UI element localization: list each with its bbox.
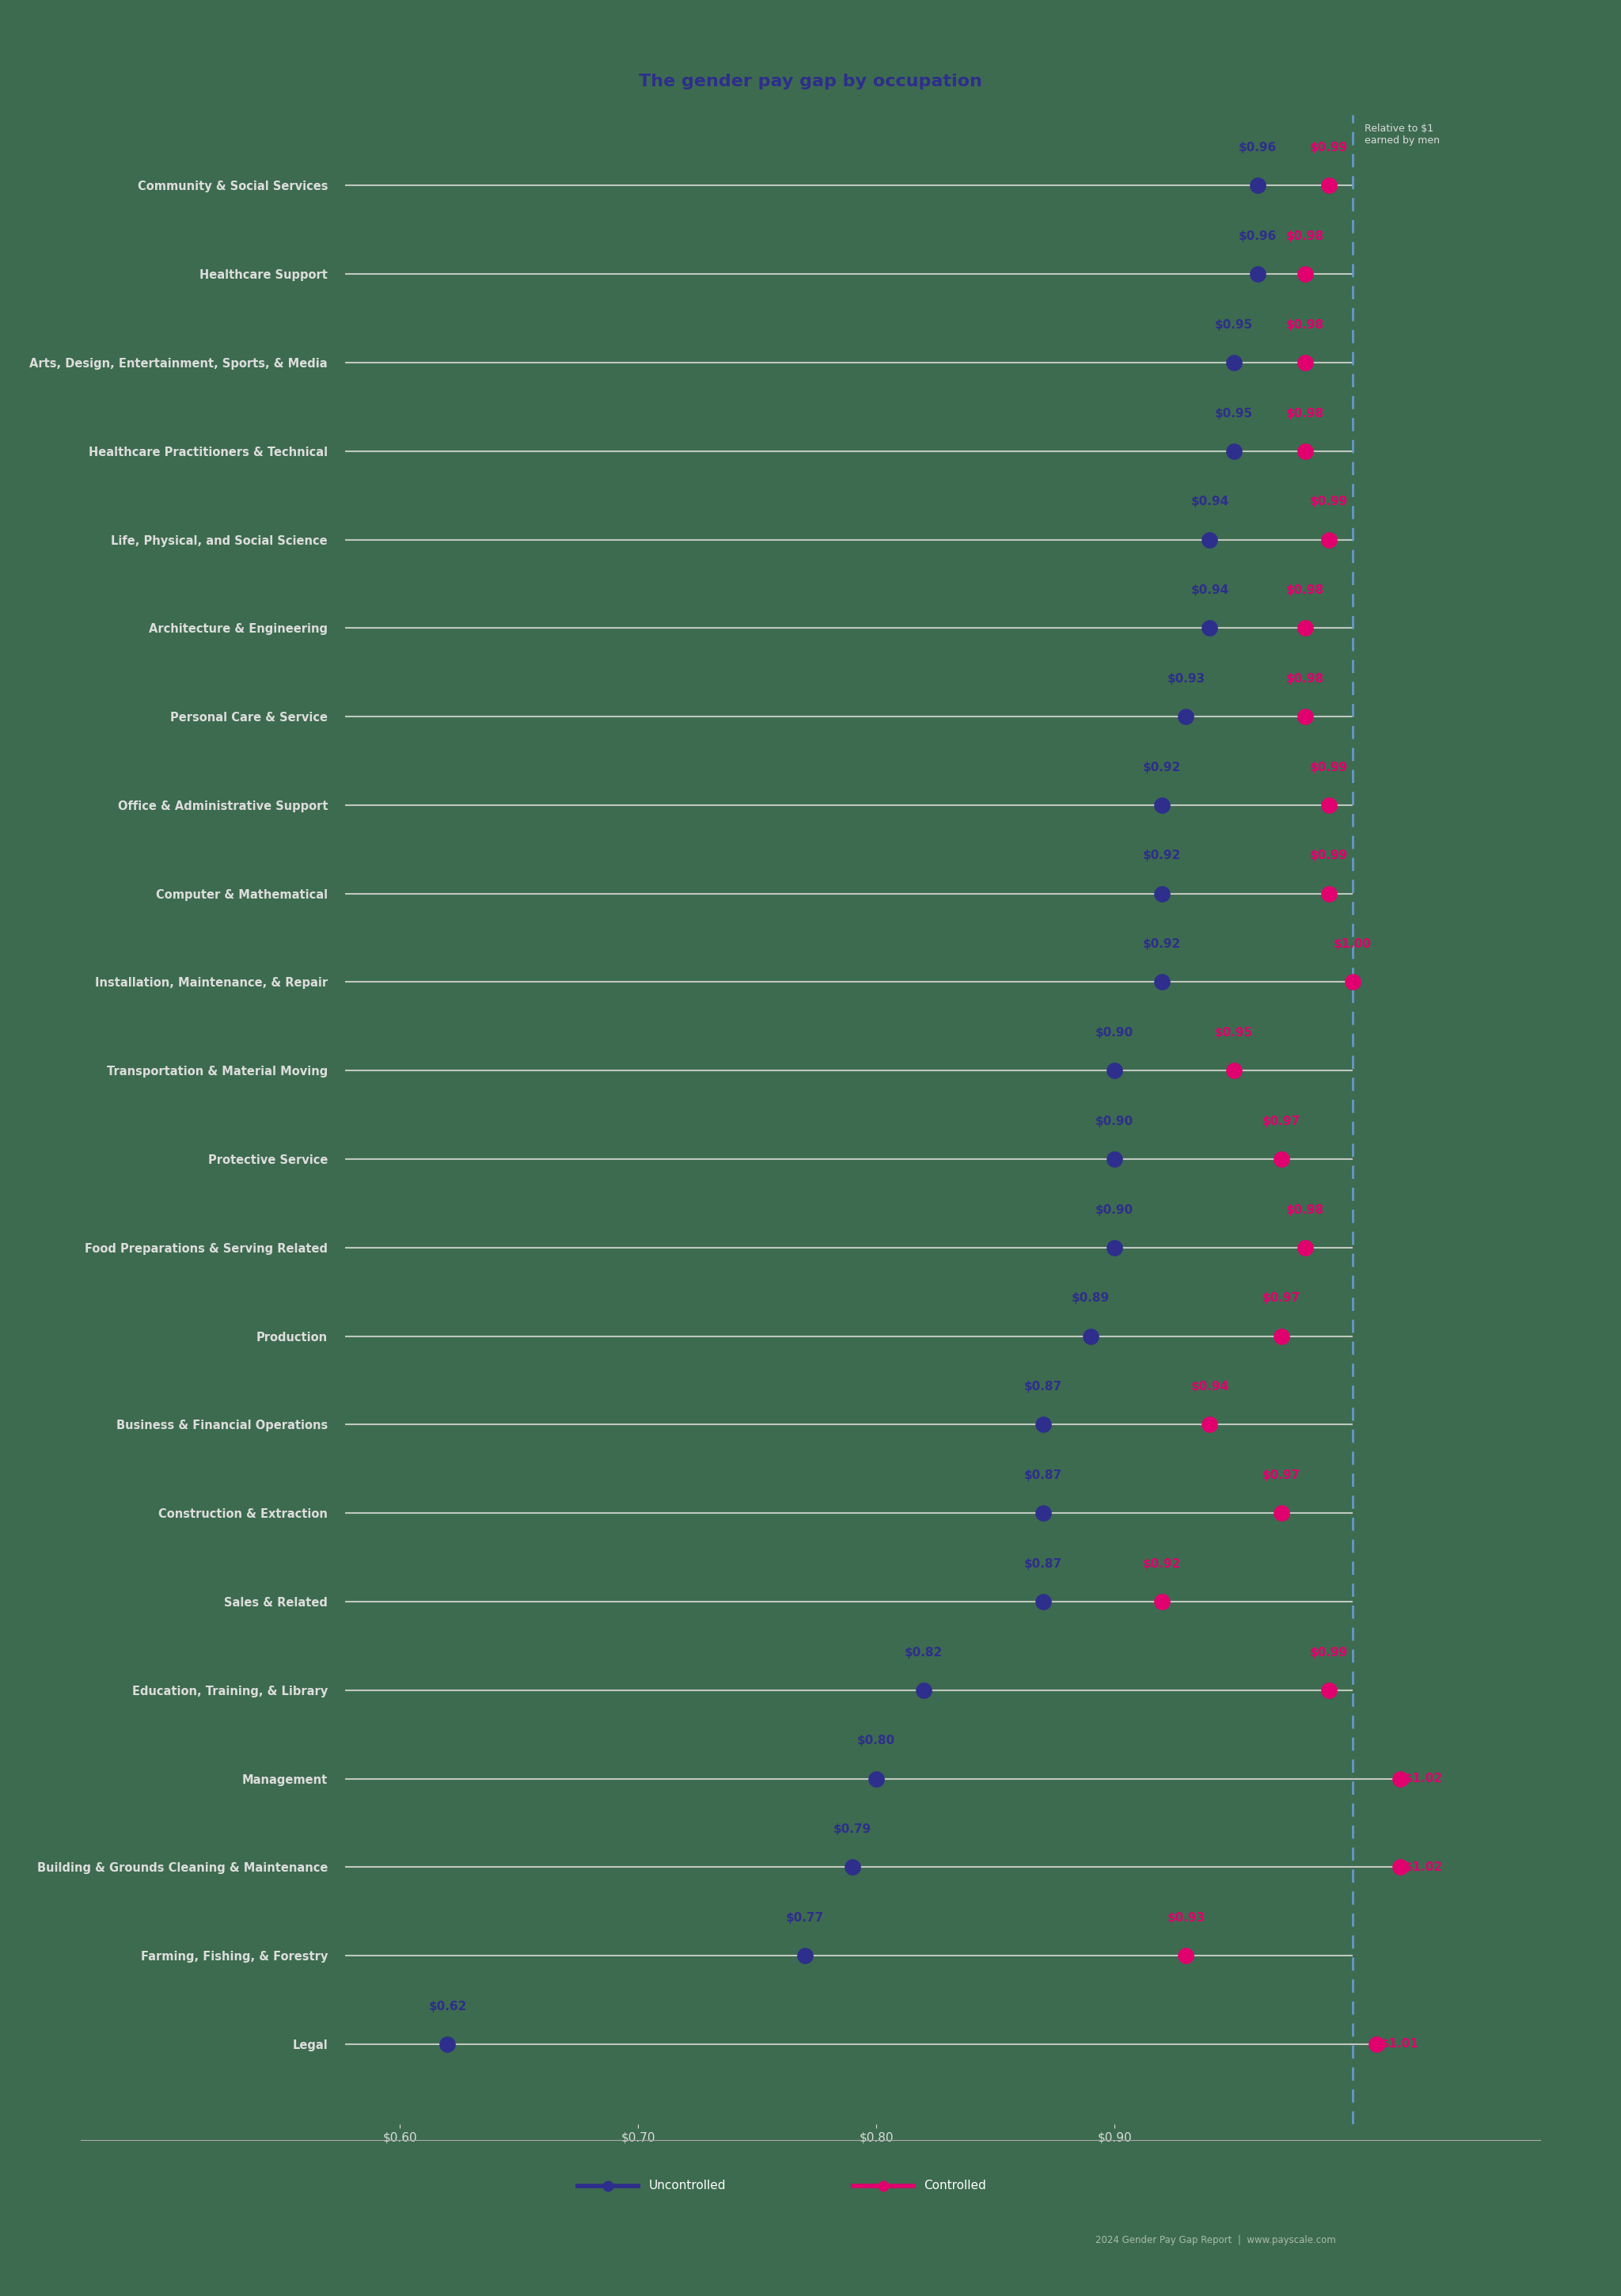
Text: $0.92: $0.92 xyxy=(1143,762,1182,774)
Point xyxy=(1078,1318,1104,1355)
Text: $0.87: $0.87 xyxy=(1024,1559,1062,1570)
Text: Controlled: Controlled xyxy=(924,2179,986,2193)
Point xyxy=(1388,1761,1414,1798)
Text: $0.79: $0.79 xyxy=(833,1823,872,1835)
Text: $0.99: $0.99 xyxy=(1310,850,1349,861)
Text: Relative to $1
earned by men: Relative to $1 earned by men xyxy=(1365,124,1439,147)
Text: $0.98: $0.98 xyxy=(1285,230,1324,243)
Point xyxy=(1221,344,1247,381)
Text: 2024 Gender Pay Gap Report  |  www.payscale.com: 2024 Gender Pay Gap Report | www.payscal… xyxy=(1096,2236,1336,2245)
Text: $0.96: $0.96 xyxy=(1238,142,1276,154)
Text: $0.95: $0.95 xyxy=(1214,406,1253,420)
Text: $0.94: $0.94 xyxy=(1191,585,1229,597)
Point xyxy=(1029,1584,1055,1621)
Point xyxy=(1174,698,1200,735)
Text: $1.00: $1.00 xyxy=(1334,939,1371,951)
Point xyxy=(864,1761,890,1798)
Text: $0.97: $0.97 xyxy=(1263,1469,1300,1481)
Point xyxy=(434,2025,460,2062)
Text: $0.98: $0.98 xyxy=(1285,406,1324,420)
Point xyxy=(1292,611,1318,647)
Text: $0.99: $0.99 xyxy=(1310,762,1349,774)
Text: $0.80: $0.80 xyxy=(858,1736,895,1747)
Point xyxy=(1196,521,1222,558)
Text: $0.77: $0.77 xyxy=(786,1913,823,1924)
Point xyxy=(1268,1495,1294,1531)
Text: $0.98: $0.98 xyxy=(1285,1203,1324,1217)
Text: The gender pay gap by occupation: The gender pay gap by occupation xyxy=(639,73,982,90)
Point xyxy=(1316,168,1342,204)
Text: $0.95: $0.95 xyxy=(1214,1026,1253,1038)
Point xyxy=(1221,1052,1247,1088)
Point xyxy=(1339,964,1365,1001)
Text: $0.97: $0.97 xyxy=(1263,1293,1300,1304)
Point xyxy=(1388,1848,1414,1885)
Point xyxy=(840,1848,866,1885)
Text: $0.96: $0.96 xyxy=(1238,230,1276,243)
Point xyxy=(1174,1938,1200,1975)
Point xyxy=(1316,1671,1342,1708)
Text: $0.90: $0.90 xyxy=(1096,1203,1133,1217)
Point xyxy=(1268,1141,1294,1178)
Point xyxy=(1292,255,1318,292)
Point xyxy=(1102,1228,1128,1265)
Text: $0.62: $0.62 xyxy=(428,2000,467,2011)
Text: $0.87: $0.87 xyxy=(1024,1469,1062,1481)
Text: $0.87: $0.87 xyxy=(1024,1380,1062,1394)
Text: $1.01: $1.01 xyxy=(1381,2039,1418,2050)
Point xyxy=(1221,432,1247,468)
Point xyxy=(1268,1318,1294,1355)
Text: $0.98: $0.98 xyxy=(1285,319,1324,331)
Point xyxy=(1149,1584,1175,1621)
Point xyxy=(1316,788,1342,824)
Text: $1.02: $1.02 xyxy=(1405,1862,1443,1874)
Text: $0.93: $0.93 xyxy=(1167,673,1204,684)
Point xyxy=(1316,875,1342,912)
Text: $0.90: $0.90 xyxy=(1096,1116,1133,1127)
Text: $0.98: $0.98 xyxy=(1285,673,1324,684)
Point xyxy=(1292,344,1318,381)
Text: $0.99: $0.99 xyxy=(1310,142,1349,154)
Text: $0.94: $0.94 xyxy=(1191,496,1229,507)
Text: $1.02: $1.02 xyxy=(1405,1773,1443,1784)
Text: $0.94: $0.94 xyxy=(1191,1380,1229,1394)
Point xyxy=(1245,168,1271,204)
Point xyxy=(1245,255,1271,292)
Text: $0.93: $0.93 xyxy=(1167,1913,1204,1924)
Point xyxy=(911,1671,937,1708)
Point xyxy=(1149,788,1175,824)
Text: $0.99: $0.99 xyxy=(1310,1646,1349,1658)
Point xyxy=(1316,521,1342,558)
Text: $0.97: $0.97 xyxy=(1263,1116,1300,1127)
Text: $0.90: $0.90 xyxy=(1096,1026,1133,1038)
Point xyxy=(1292,1228,1318,1265)
Point xyxy=(1196,1405,1222,1442)
Point xyxy=(1029,1495,1055,1531)
Text: $0.89: $0.89 xyxy=(1071,1293,1110,1304)
Point xyxy=(1363,2025,1389,2062)
Text: $0.98: $0.98 xyxy=(1285,585,1324,597)
Point xyxy=(1196,611,1222,647)
Point xyxy=(1292,698,1318,735)
Point xyxy=(1292,432,1318,468)
Point xyxy=(793,1938,819,1975)
Text: $0.99: $0.99 xyxy=(1310,496,1349,507)
Point xyxy=(1102,1052,1128,1088)
Text: $0.82: $0.82 xyxy=(905,1646,943,1658)
Point xyxy=(1102,1141,1128,1178)
Point xyxy=(1029,1405,1055,1442)
Text: $0.92: $0.92 xyxy=(1143,850,1182,861)
Point xyxy=(1149,964,1175,1001)
Point xyxy=(1149,875,1175,912)
Text: Uncontrolled: Uncontrolled xyxy=(648,2179,726,2193)
Text: $0.92: $0.92 xyxy=(1143,1559,1182,1570)
Text: $0.92: $0.92 xyxy=(1143,939,1182,951)
Text: $0.95: $0.95 xyxy=(1214,319,1253,331)
